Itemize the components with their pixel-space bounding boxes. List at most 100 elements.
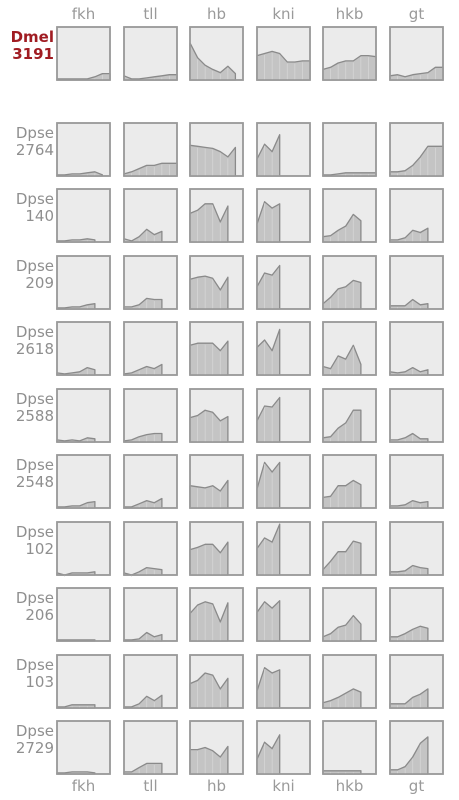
panel-border — [322, 255, 377, 310]
panel-border — [123, 454, 178, 509]
expression-area — [389, 736, 429, 775]
row-label-line1: Dpse — [16, 190, 54, 208]
expression-area — [56, 437, 96, 443]
panel-border — [256, 255, 311, 310]
column-label-top: tll — [143, 5, 157, 23]
panel-border — [389, 188, 444, 243]
expression-area — [389, 366, 429, 376]
panel-background — [322, 122, 377, 177]
row-label-line2: 103 — [25, 673, 54, 691]
panel-border — [322, 122, 377, 177]
panel-border — [389, 255, 444, 310]
panel-border — [189, 188, 244, 243]
panel-border — [123, 26, 178, 81]
expression-area — [189, 541, 229, 576]
expression-area — [389, 625, 429, 642]
expression-area — [389, 298, 429, 310]
expression-area — [56, 500, 96, 509]
panel-background — [56, 188, 111, 243]
panel-border — [322, 388, 377, 443]
column-label-bottom: tll — [143, 777, 157, 795]
row-label: Dpse 2764 — [16, 124, 54, 159]
panel-border — [189, 587, 244, 642]
column-label-top: hb — [207, 5, 226, 23]
row-label-line1: Dpse — [16, 390, 54, 408]
row-label: Dpse 2548 — [16, 456, 54, 491]
panel-background — [322, 720, 377, 775]
expression-area — [189, 601, 229, 642]
panel-border — [256, 122, 311, 177]
panel-border — [389, 321, 444, 376]
expression-area — [322, 213, 362, 243]
panel-background — [56, 122, 111, 177]
column-label-bottom: gt — [409, 777, 425, 795]
panel-border — [56, 587, 111, 642]
row-label-line2: 3191 — [12, 45, 54, 63]
panel-border — [256, 720, 311, 775]
expression-area — [189, 42, 237, 81]
column-label-top: kni — [272, 5, 294, 23]
panel-border — [256, 388, 311, 443]
expression-area — [56, 366, 96, 376]
expression-area — [322, 614, 362, 642]
row-label-line1: Dpse — [16, 523, 54, 541]
column-label-top: fkh — [72, 5, 95, 23]
expression-area — [123, 762, 163, 775]
expression-area — [189, 745, 229, 775]
row-label: Dmel 3191 — [11, 28, 54, 63]
row-label-line1: Dpse — [16, 456, 54, 474]
panel-border — [322, 321, 377, 376]
row-label: Dpse 140 — [16, 190, 54, 225]
panel-background — [123, 587, 178, 642]
column-label-bottom: hb — [207, 777, 226, 795]
expression-area — [56, 303, 96, 310]
expression-area — [123, 363, 163, 376]
row-label-line1: Dpse — [16, 124, 54, 142]
panel-background — [389, 255, 444, 310]
row-label-line2: 206 — [25, 606, 54, 624]
expression-area — [322, 279, 362, 310]
column-label-bottom: fkh — [72, 777, 95, 795]
panel-border — [123, 521, 178, 576]
panel-border — [56, 26, 111, 81]
panel-border — [322, 587, 377, 642]
panel-border — [56, 122, 111, 177]
expression-area — [389, 564, 429, 576]
expression-area — [389, 688, 429, 709]
panel-border — [256, 521, 311, 576]
panel-border — [56, 388, 111, 443]
panel-border — [256, 321, 311, 376]
panel-border — [56, 454, 111, 509]
row-label-line2: 2764 — [16, 141, 54, 159]
panel-border — [56, 255, 111, 310]
panel-background — [123, 521, 178, 576]
row-label-line2: 2729 — [16, 739, 54, 757]
panel-border — [389, 720, 444, 775]
panel-border — [389, 521, 444, 576]
panel-border — [322, 720, 377, 775]
panel-border — [256, 188, 311, 243]
row-label-line1: Dpse — [16, 257, 54, 275]
panel-border — [123, 388, 178, 443]
column-label-top: hkb — [336, 5, 364, 23]
row-label: Dpse 2588 — [16, 390, 54, 425]
row-label-line1: Dpse — [16, 722, 54, 740]
expression-area — [189, 479, 229, 509]
expression-area — [123, 694, 163, 709]
row-label-line1: Dpse — [16, 656, 54, 674]
panel-background — [56, 587, 111, 642]
expression-area — [322, 540, 362, 576]
panel-border — [389, 654, 444, 709]
panel-border — [189, 26, 244, 81]
panel-border — [322, 521, 377, 576]
row-label: Dpse 206 — [16, 589, 54, 624]
panel-background — [123, 321, 178, 376]
expression-area — [123, 566, 163, 576]
row-label-line2: 2588 — [16, 407, 54, 425]
expression-area — [389, 432, 429, 443]
panel-background — [56, 388, 111, 443]
row-label: Dpse 102 — [16, 523, 54, 558]
panel-border — [56, 521, 111, 576]
panel-border — [189, 255, 244, 310]
panel-background — [56, 654, 111, 709]
